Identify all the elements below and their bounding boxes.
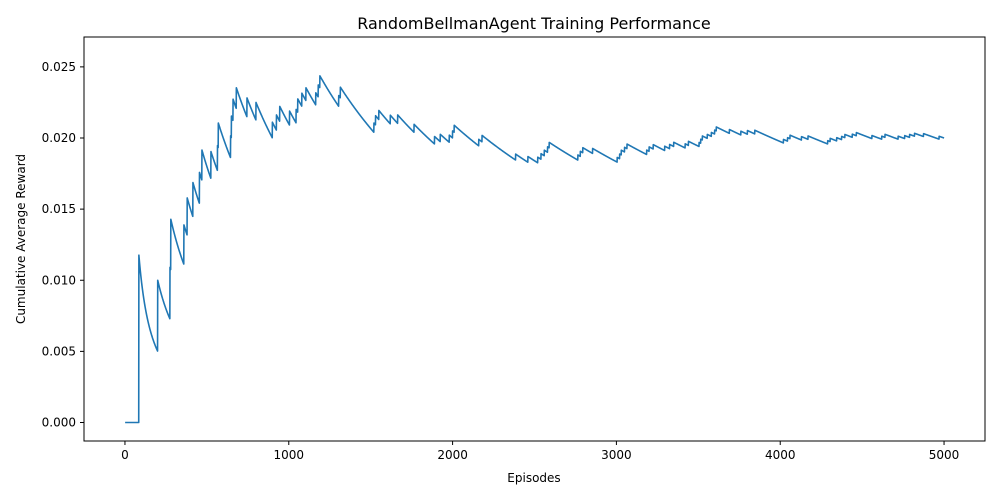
- series-line: [124, 75, 945, 424]
- plot-frame: [83, 36, 986, 442]
- y-tick-label: 0.010: [42, 273, 76, 287]
- y-tick-label: 0.020: [42, 131, 76, 145]
- y-tick-label: 0.000: [42, 416, 76, 430]
- x-tick-label: 0: [121, 448, 129, 462]
- chart-title: RandomBellmanAgent Training Performance: [357, 14, 711, 33]
- x-tick-label: 4000: [765, 448, 796, 462]
- y-tick-label: 0.005: [42, 344, 76, 358]
- x-axis: 0 1000 2000 3000 4000 5000: [121, 441, 959, 462]
- y-axis: 0.000 0.005 0.010 0.015 0.020 0.025: [42, 60, 84, 430]
- x-tick-label: 1000: [273, 448, 304, 462]
- x-tick-label: 5000: [929, 448, 960, 462]
- plot-area: [124, 75, 945, 424]
- x-tick-label: 3000: [601, 448, 632, 462]
- y-tick-label: 0.025: [42, 60, 76, 74]
- x-tick-label: 2000: [437, 448, 468, 462]
- y-tick-label: 0.015: [42, 202, 76, 216]
- y-axis-label: Cumulative Average Reward: [14, 154, 28, 324]
- x-axis-label: Episodes: [507, 471, 560, 485]
